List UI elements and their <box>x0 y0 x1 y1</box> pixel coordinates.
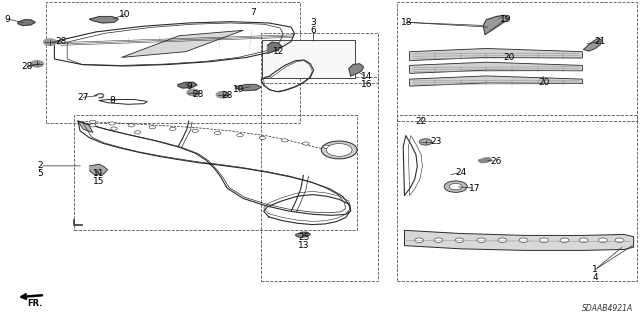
Text: 24: 24 <box>455 168 467 177</box>
Circle shape <box>323 145 330 148</box>
Circle shape <box>214 131 221 135</box>
Circle shape <box>444 181 467 192</box>
Circle shape <box>303 142 309 145</box>
Text: 5: 5 <box>37 169 42 178</box>
Text: 7: 7 <box>250 8 255 17</box>
Circle shape <box>111 127 117 130</box>
Bar <box>397 115 637 281</box>
Polygon shape <box>584 38 602 51</box>
Polygon shape <box>90 164 108 175</box>
Text: 28: 28 <box>193 90 204 99</box>
Circle shape <box>449 183 462 190</box>
Text: 26: 26 <box>490 157 502 166</box>
Circle shape <box>519 238 528 242</box>
Text: 20: 20 <box>503 53 515 62</box>
Circle shape <box>134 131 141 134</box>
Text: 2: 2 <box>37 161 42 170</box>
Text: 13: 13 <box>298 241 310 250</box>
Text: 17: 17 <box>469 184 481 193</box>
Text: 18: 18 <box>401 18 412 27</box>
Text: 6: 6 <box>311 26 316 35</box>
Bar <box>261 77 378 281</box>
Text: 9: 9 <box>5 15 10 24</box>
Circle shape <box>477 238 486 242</box>
Polygon shape <box>410 76 582 86</box>
Polygon shape <box>479 158 492 163</box>
Circle shape <box>579 238 588 242</box>
Bar <box>397 2 637 121</box>
Circle shape <box>192 129 198 132</box>
Polygon shape <box>268 42 282 54</box>
Circle shape <box>326 144 352 156</box>
Circle shape <box>282 139 288 142</box>
Text: 10: 10 <box>119 10 131 19</box>
Polygon shape <box>349 64 364 76</box>
Text: 22: 22 <box>415 117 427 126</box>
Circle shape <box>434 238 443 242</box>
Circle shape <box>187 89 200 96</box>
Text: 15: 15 <box>93 177 105 186</box>
Circle shape <box>321 141 357 159</box>
Text: 8: 8 <box>109 96 115 105</box>
Circle shape <box>44 39 56 45</box>
Polygon shape <box>483 15 509 34</box>
Circle shape <box>598 238 607 242</box>
Text: 14: 14 <box>361 72 372 81</box>
Polygon shape <box>18 20 35 26</box>
Bar <box>74 115 357 230</box>
Text: 27: 27 <box>77 93 89 102</box>
Text: 28: 28 <box>21 63 33 71</box>
Circle shape <box>149 126 156 129</box>
Polygon shape <box>410 62 582 73</box>
Text: 3: 3 <box>311 18 316 27</box>
Bar <box>262 40 355 78</box>
Polygon shape <box>178 82 197 88</box>
Circle shape <box>498 238 507 242</box>
Text: 21: 21 <box>595 37 606 46</box>
Text: 11: 11 <box>93 169 105 178</box>
Circle shape <box>415 238 424 242</box>
Circle shape <box>419 139 432 145</box>
Polygon shape <box>236 85 261 91</box>
Text: 19: 19 <box>500 15 511 24</box>
Circle shape <box>455 238 464 242</box>
Circle shape <box>237 134 243 137</box>
Circle shape <box>540 238 548 242</box>
Circle shape <box>90 120 96 123</box>
Text: 1: 1 <box>593 265 598 274</box>
Text: 20: 20 <box>538 78 550 87</box>
Circle shape <box>109 122 115 125</box>
Circle shape <box>259 136 266 139</box>
Polygon shape <box>410 48 582 61</box>
Text: 28: 28 <box>55 37 67 46</box>
Text: 12: 12 <box>273 47 284 56</box>
Circle shape <box>170 127 176 130</box>
Bar <box>46 2 300 123</box>
Text: FR.: FR. <box>28 299 43 308</box>
Circle shape <box>128 124 134 127</box>
Text: SDAAB4921A: SDAAB4921A <box>582 304 634 313</box>
Text: 4: 4 <box>593 273 598 282</box>
Circle shape <box>615 238 624 242</box>
Text: 25: 25 <box>298 233 310 242</box>
Text: 23: 23 <box>431 137 442 146</box>
Text: 16: 16 <box>361 80 372 89</box>
Polygon shape <box>90 17 118 23</box>
Text: 28: 28 <box>221 91 233 100</box>
Polygon shape <box>296 232 310 237</box>
Polygon shape <box>404 230 634 250</box>
Circle shape <box>90 124 96 127</box>
Circle shape <box>216 92 229 98</box>
Polygon shape <box>122 30 243 57</box>
Circle shape <box>31 61 44 67</box>
Circle shape <box>560 238 569 242</box>
Text: 9: 9 <box>186 82 191 91</box>
Text: 10: 10 <box>233 85 244 94</box>
Polygon shape <box>78 121 93 132</box>
Bar <box>261 33 378 83</box>
